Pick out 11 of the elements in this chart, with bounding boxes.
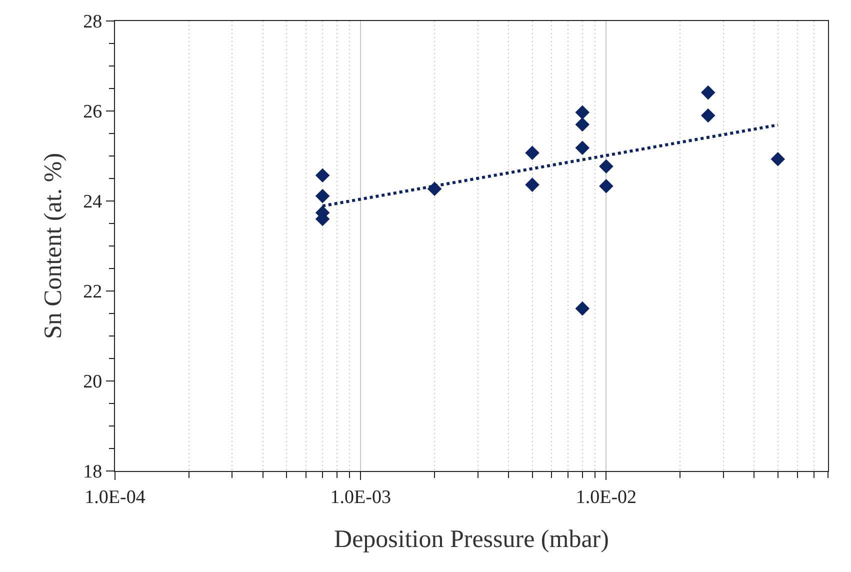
y-tick-label: 20: [83, 372, 102, 393]
y-tick-label: 24: [83, 192, 103, 213]
x-tick-label: 1.0E-03: [330, 486, 391, 508]
x-tick-label: 1.0E-02: [576, 486, 637, 508]
y-axis-title: Sn Content (at. %): [40, 152, 67, 340]
y-tick-label: 28: [83, 12, 102, 33]
y-tick-label: 22: [83, 282, 102, 303]
x-axis-title: Deposition Pressure (mbar): [334, 526, 609, 553]
y-tick-label: 18: [83, 462, 102, 483]
y-tick-label: 26: [83, 102, 102, 123]
x-tick-label: 1.0E-04: [84, 486, 146, 508]
